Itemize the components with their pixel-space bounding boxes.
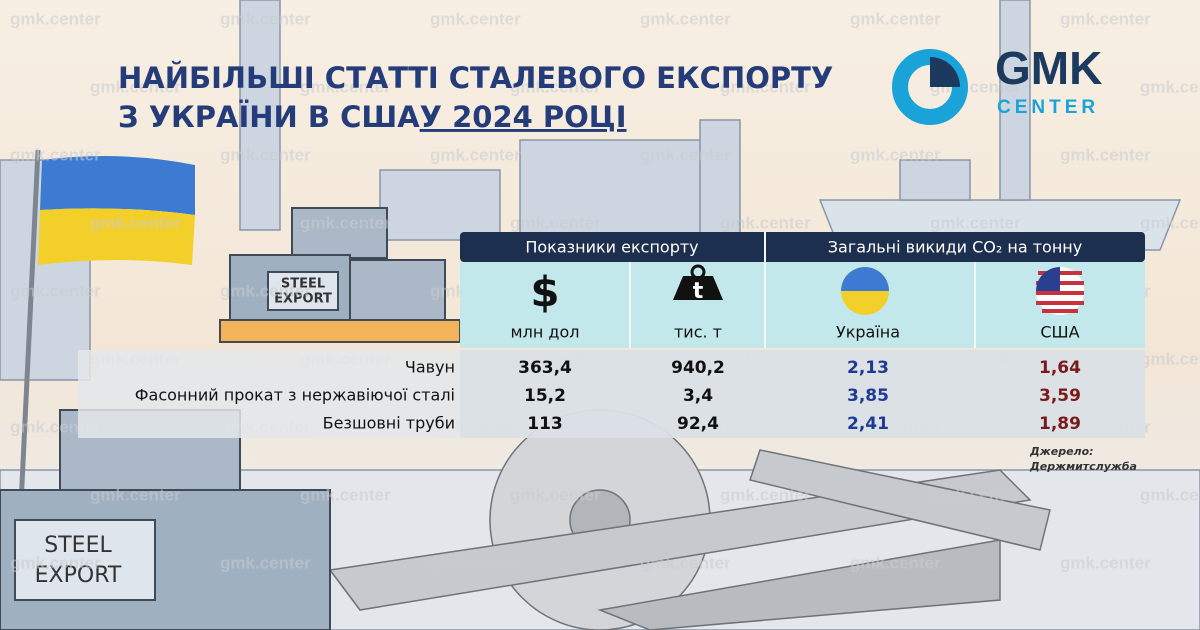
watermark: gmk.center [90,77,181,96]
row-label: Фасонний прокат з нержавіючої сталі [135,386,455,405]
table [78,232,1145,438]
watermark: gmk.center [1140,485,1200,504]
watermark: gmk.center [510,485,601,504]
cell: 2,13 [847,358,889,378]
watermark: gmk.center [300,77,391,96]
group-header: Загальні викиди CO₂ на тонну [828,238,1082,257]
title: З УКРАЇНИ В США [118,100,420,134]
watermark: gmk.center [930,213,1021,232]
row-label: Чавун [405,358,455,377]
table-content: Показники експорту Загальні викиди CO₂ на… [135,238,1082,435]
watermark: gmk.center [220,145,311,164]
watermark: gmk.center [850,145,941,164]
cell: 940,2 [671,358,725,378]
watermark: gmk.center [930,485,1021,504]
watermark: gmk.center [300,485,391,504]
group-header: Показники експорту [525,238,698,257]
ukraine-flag [12,149,195,630]
crate-label: STEEL [281,277,325,292]
column-header: Україна [836,323,900,342]
crate-label: EXPORT [35,563,122,588]
cell: 113 [527,414,563,434]
watermark: gmk.center [10,553,101,572]
watermark: gmk.center [510,77,601,96]
watermark: gmk.center [1060,9,1151,28]
source: Джерело: [1029,445,1094,458]
cell: 2,41 [847,414,889,434]
watermark: gmk.center [220,281,311,300]
watermark: gmk.center [1140,213,1200,232]
watermark: gmk.center [720,213,811,232]
watermark: gmk.center [10,145,101,164]
column-icon: t [693,279,704,304]
watermark: gmk.center [640,145,731,164]
watermark: gmk.center [220,553,311,572]
watermark: gmk.center [430,9,521,28]
title: У 2024 РОЦІ [420,100,627,134]
cell: 3,4 [683,386,713,406]
watermark: gmk.center [1060,553,1151,572]
watermark: gmk.center [1140,349,1200,368]
logo [892,49,968,125]
cell: 363,4 [518,358,572,378]
column-header: млн дол [511,323,580,342]
watermark: gmk.center [640,553,731,572]
cell: 3,85 [847,386,889,406]
row-label: Безшовні труби [323,414,455,433]
watermark: gmk.center [510,213,601,232]
watermark: gmk.center [90,485,181,504]
watermark: gmk.center [720,485,811,504]
watermark: gmk.center [300,213,391,232]
watermark: gmk.center [430,145,521,164]
watermark: gmk.center [10,9,101,28]
logo-name: GMK [995,42,1102,94]
cell: 92,4 [677,414,719,434]
watermark: gmk.center [430,553,521,572]
steel-products [328,409,1051,630]
watermark: gmk.center [850,9,941,28]
crate-label: EXPORT [274,292,332,307]
watermark: gmk.center [850,553,941,572]
cell: 3,59 [1039,386,1081,406]
watermark: gmk.center [10,281,101,300]
watermark: gmk.center [90,213,181,232]
column-header: США [1040,323,1079,342]
source: Держмитслужба [1029,460,1137,473]
cell: 15,2 [524,386,566,406]
watermark: gmk.center [1140,77,1200,96]
crate-label: STEEL [44,533,112,558]
watermark: gmk.center [640,9,731,28]
watermark: gmk.center [220,9,311,28]
cell: 1,89 [1039,414,1081,434]
title: НАЙБІЛЬШІ СТАТТІ СТАЛЕВОГО ЕКСПОРТУ [118,61,833,95]
column-header: тис. т [674,323,722,342]
watermark: gmk.center [720,77,811,96]
watermark: gmk.center [1060,145,1151,164]
cell: 1,64 [1039,358,1081,378]
logo-subtitle: CENTER [997,97,1099,118]
column-icon: $ [530,268,559,317]
